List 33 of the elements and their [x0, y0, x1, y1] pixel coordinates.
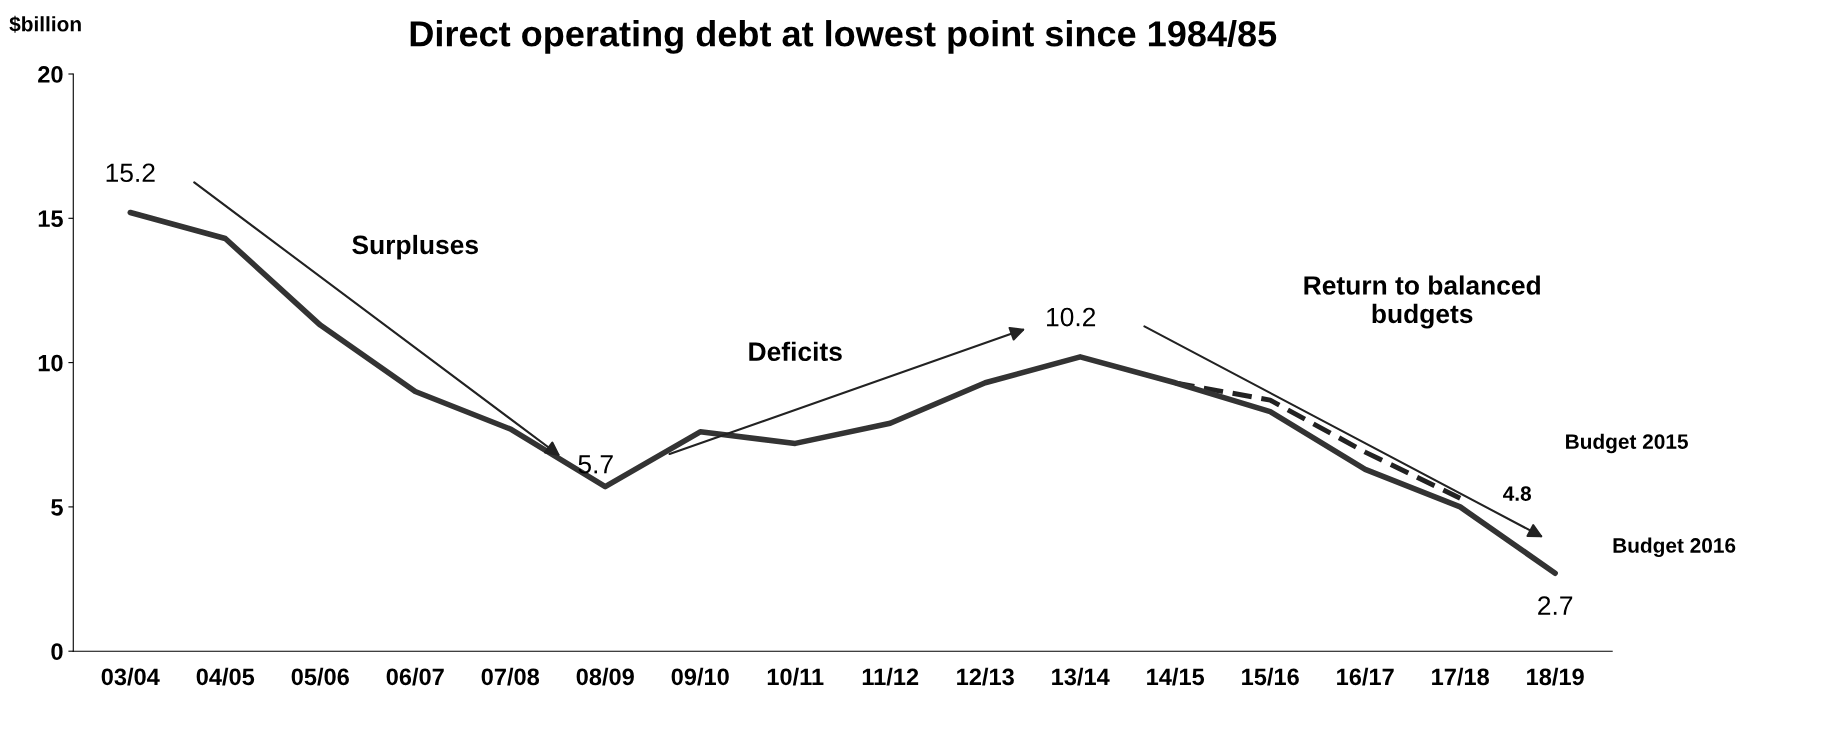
- chart-title: Direct operating debt at lowest point since 1984/85: [410, 20, 1277, 54]
- x-tick-label: 17/18: [1432, 667, 1489, 686]
- x-tick-label: 10/11: [767, 667, 824, 686]
- y-tick-label: 15: [38, 210, 63, 228]
- x-tick-label: 14/15: [1147, 667, 1205, 686]
- annotation: 2.7: [1538, 596, 1573, 615]
- annotation: Return to balanced budgets: [1304, 275, 1540, 329]
- annotation: Deficits: [749, 341, 842, 362]
- x-tick-label: 16/17: [1337, 667, 1394, 686]
- x-tick-label: 18/19: [1527, 667, 1584, 686]
- x-tick-label: 04/05: [196, 667, 255, 686]
- annotation: 5.7: [578, 455, 613, 474]
- annotation: 10.2: [1047, 307, 1096, 327]
- x-tick-label: 08/09: [576, 667, 634, 686]
- y-axis-title: $billion: [9, 15, 81, 33]
- x-tick-label: 11/12: [862, 667, 919, 686]
- x-tick-label: 07/08: [481, 667, 540, 686]
- x-tick-label: 12/13: [957, 667, 1014, 686]
- text: Budget 2016: [1613, 537, 1736, 558]
- y-tick-label: 10: [38, 354, 63, 372]
- annotation: 15.2: [106, 163, 155, 183]
- y-tick-label: 5: [51, 499, 63, 516]
- annotation: Surpluses: [352, 234, 478, 260]
- x-tick-label: 05/06: [291, 667, 349, 686]
- x-tick-label: 03/04: [101, 667, 160, 686]
- text: Budget 2015: [1566, 433, 1688, 454]
- x-tick-label: 13/14: [1052, 667, 1110, 686]
- x-tick-label: 06/07: [386, 667, 444, 686]
- x-tick-label: 09/10: [671, 667, 729, 686]
- y-tick-label: 0: [51, 643, 63, 660]
- annotation: 4.8: [1503, 486, 1532, 501]
- y-tick-label: 20: [38, 66, 63, 83]
- x-tick-label: 15/16: [1242, 667, 1299, 686]
